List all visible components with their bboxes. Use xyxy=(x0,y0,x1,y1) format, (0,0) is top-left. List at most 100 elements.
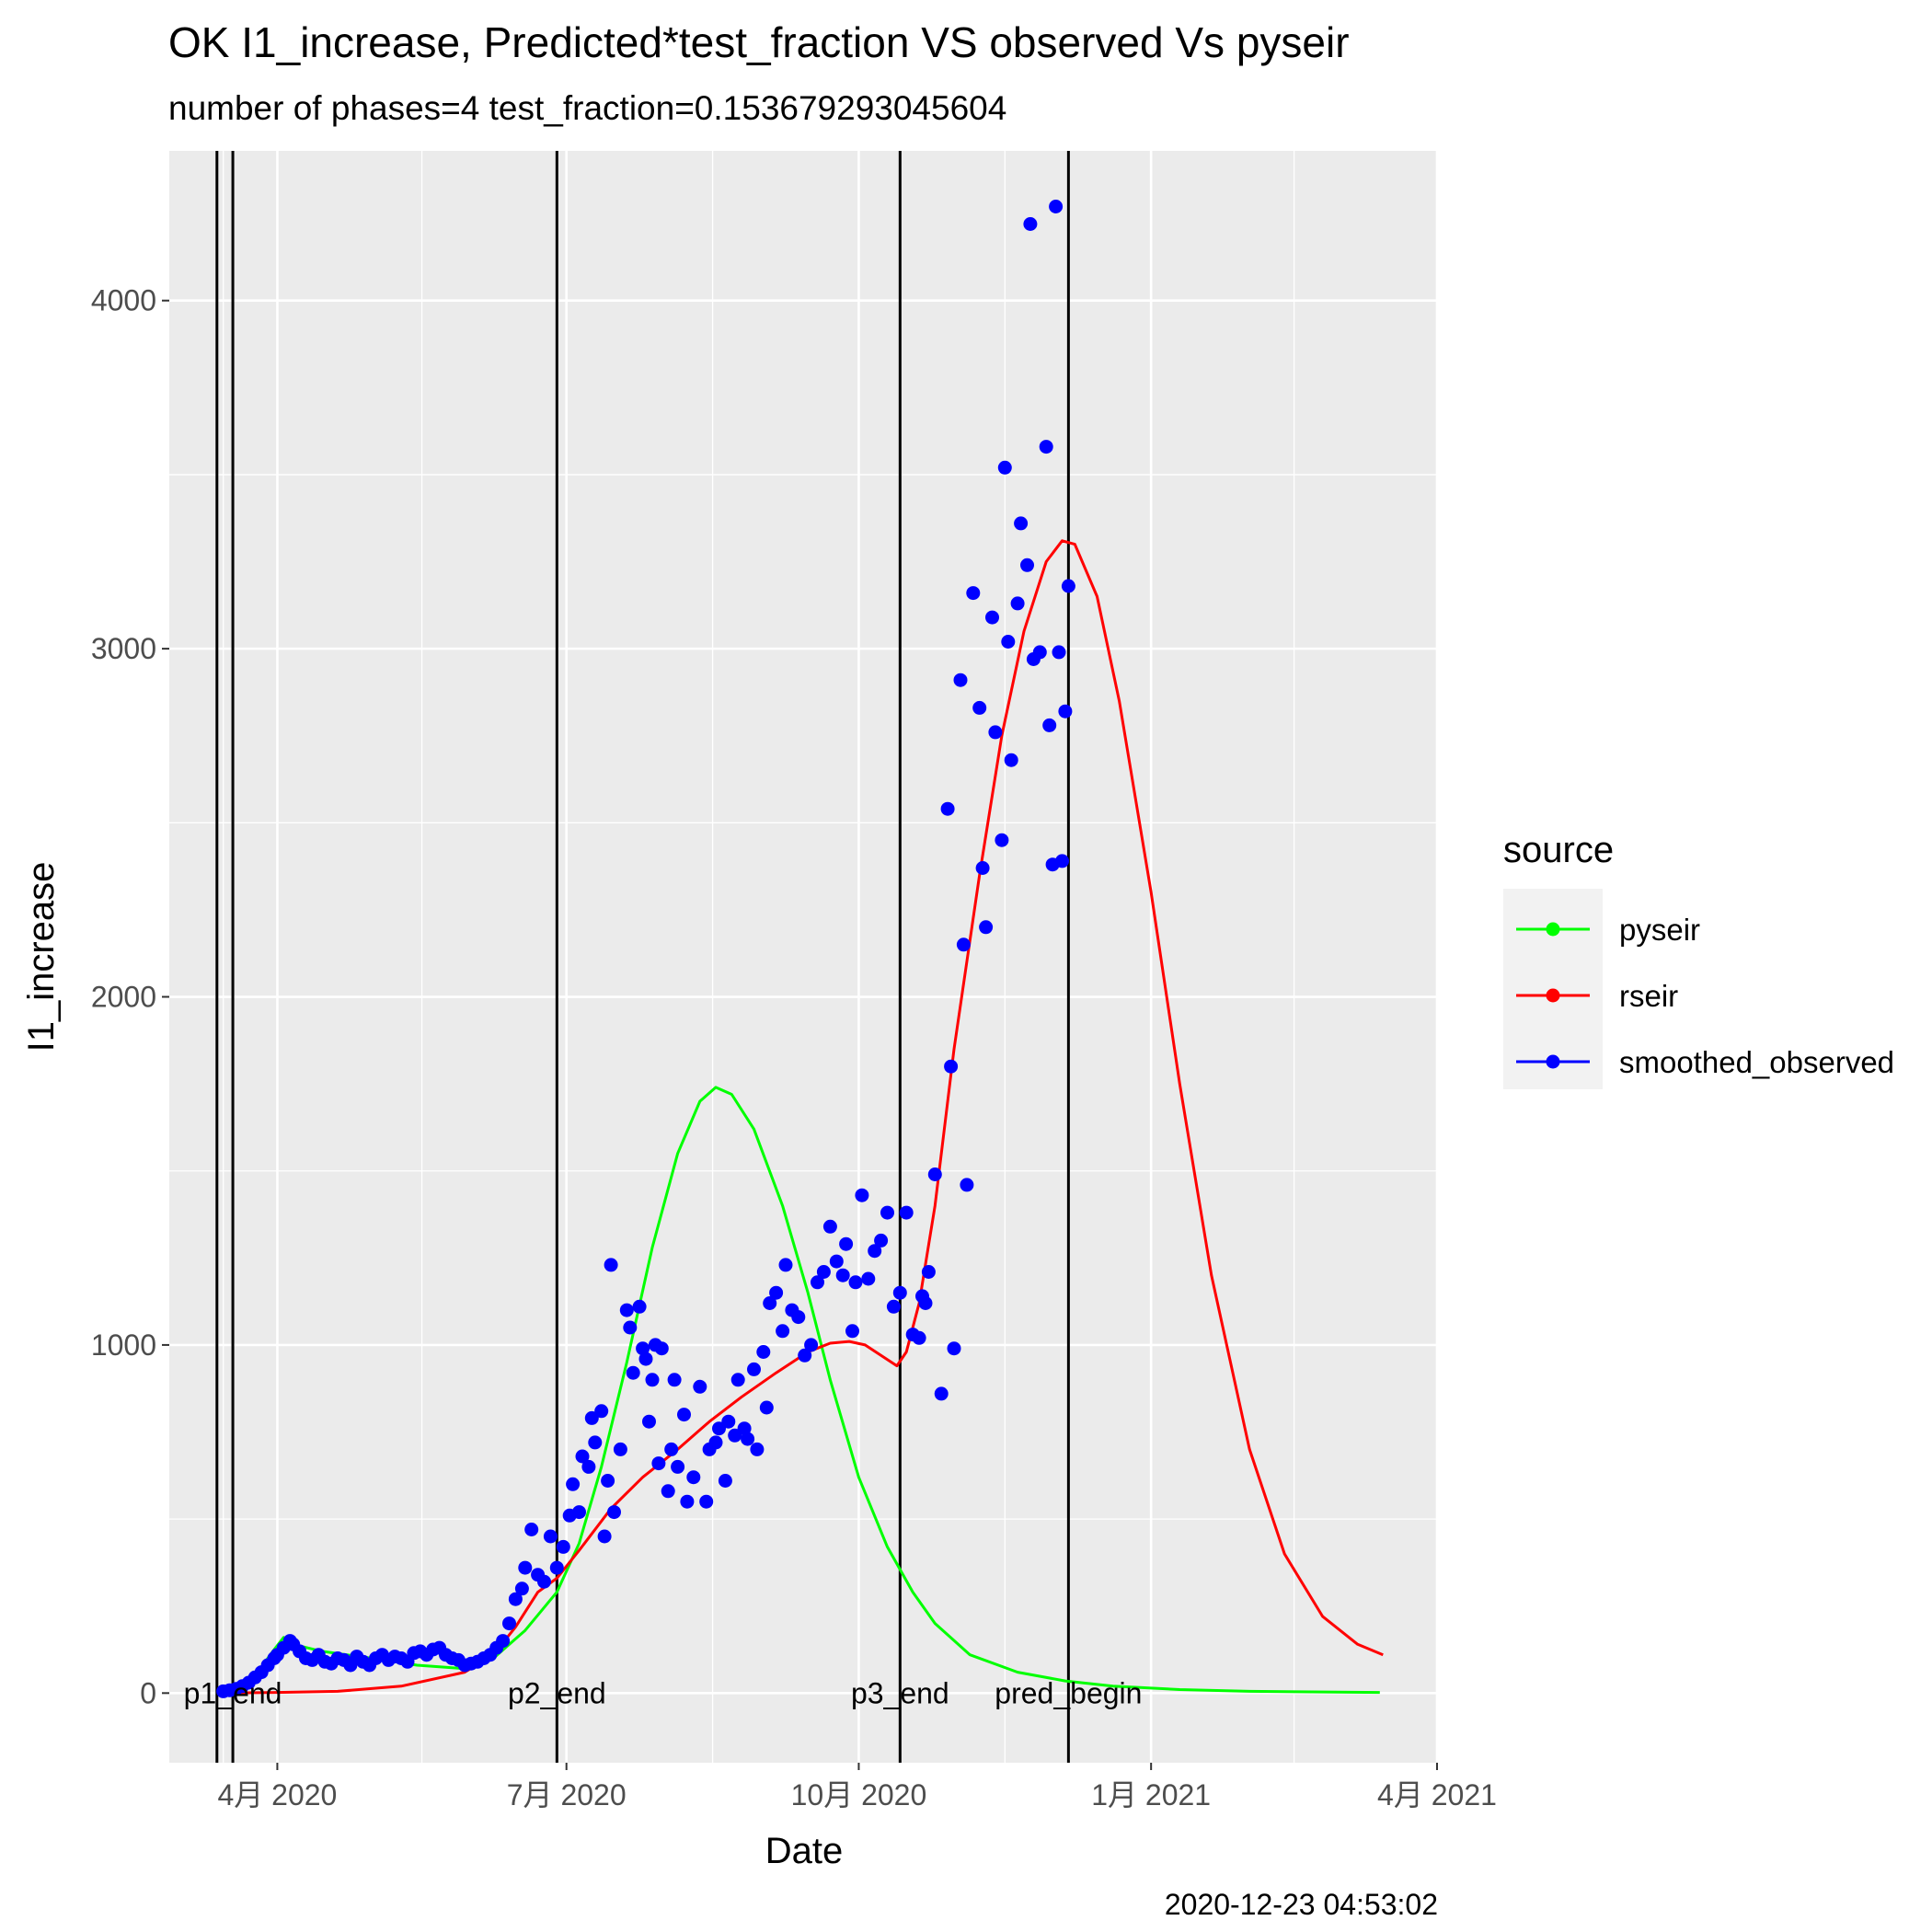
minor-gridlines xyxy=(169,151,1437,1763)
smoothed_observed-point xyxy=(730,1373,745,1387)
x-tick-label: 10月 2020 xyxy=(791,1778,927,1811)
chart-title: OK I1_increase, Predicted*test_fraction … xyxy=(168,18,1350,66)
legend-entries: pyseir rseir smoothed_observed xyxy=(1516,913,1894,1079)
legend-label: rseir xyxy=(1619,979,1678,1013)
legend-label: pyseir xyxy=(1619,913,1700,947)
smoothed_observed-point xyxy=(956,937,971,952)
smoothed_observed-point xyxy=(940,801,955,816)
smoothed_observed-point xyxy=(816,1265,831,1279)
smoothed_observed-point xyxy=(588,1435,603,1450)
smoothed_observed-point xyxy=(613,1442,627,1456)
smoothed_observed-point xyxy=(947,1341,961,1356)
smoothed_observed-point xyxy=(934,1386,949,1401)
smoothed_observed-point xyxy=(654,1341,669,1356)
smoothed_observed-point xyxy=(1010,596,1025,611)
smoothed_observed-point xyxy=(1032,645,1047,660)
smoothed_observed-point xyxy=(502,1616,516,1631)
smoothed_observed-point xyxy=(953,673,968,687)
smoothed_observed-point xyxy=(995,833,1009,847)
rseir-line xyxy=(223,539,1384,1695)
smoothed_observed-point xyxy=(750,1442,765,1456)
smoothed_observed-point xyxy=(619,1303,634,1317)
smoothed_observed-point xyxy=(645,1373,660,1387)
smoothed_observed-point xyxy=(835,1268,850,1282)
smoothed_observed-point xyxy=(880,1205,894,1220)
smoothed_observed-point xyxy=(829,1254,844,1269)
smoothed_observed-point xyxy=(778,1258,793,1272)
smoothed_observed-point xyxy=(918,1296,933,1310)
x-tick-label: 4月 2020 xyxy=(217,1778,337,1811)
smoothed_observed-point xyxy=(712,1421,726,1436)
smoothed_observed-point xyxy=(699,1494,714,1509)
smoothed_observed-point xyxy=(912,1330,926,1345)
chart-subtitle: number of phases=4 test_fraction=0.15367… xyxy=(168,89,1006,127)
smoothed_observed-point xyxy=(1052,645,1066,660)
smoothed_observed-point xyxy=(861,1271,876,1286)
smoothed_observed-point xyxy=(638,1351,653,1366)
smoothed_observed-point xyxy=(1049,200,1064,213)
y-tick-label: 3000 xyxy=(91,632,156,665)
smoothed_observed-point xyxy=(845,1324,859,1339)
smoothed_observed-point xyxy=(686,1470,701,1485)
smoothed_observed-point xyxy=(537,1574,551,1589)
smoothed_observed-point xyxy=(791,1310,806,1325)
smoothed_observed-point xyxy=(496,1634,511,1649)
phase-labels: p1_end p2_end p3_end pred_begin xyxy=(184,1676,1143,1709)
smoothed_observed-point xyxy=(966,586,981,601)
smoothed_observed-point xyxy=(1004,753,1018,767)
smoothed_observed-point xyxy=(811,1275,824,1290)
smoothed_observed-point xyxy=(759,1400,774,1415)
x-tick-label: 1月 2021 xyxy=(1091,1778,1211,1811)
legend: source pyseir rseir smoothed_observed xyxy=(1503,830,1894,1089)
smoothed_observed-point xyxy=(886,1299,901,1314)
smoothed_observed-point xyxy=(756,1345,771,1359)
legend-key-point xyxy=(1546,922,1560,937)
smoothed_observed-point xyxy=(718,1474,732,1488)
smoothed_observed-point xyxy=(776,1324,790,1339)
x-axis: 4月 2020 7月 2020 10月 2020 1月 2021 4月 2021 xyxy=(217,1763,1497,1811)
phase-label: p2_end xyxy=(508,1676,606,1709)
smoothed_observed-point xyxy=(927,1167,942,1181)
y-axis: 0 1000 2000 3000 4000 xyxy=(91,284,169,1709)
smoothed_observed-point xyxy=(671,1459,685,1474)
smoothed_observed-point xyxy=(944,1059,959,1074)
smoothed_observed-point xyxy=(508,1592,523,1606)
y-tick-label: 1000 xyxy=(91,1328,156,1362)
smoothed_observed-point xyxy=(604,1258,618,1272)
smoothed_observed-point xyxy=(972,700,987,715)
smoothed_observed-point xyxy=(747,1362,761,1376)
major-gridlines xyxy=(169,151,1439,1763)
y-axis-title: I1_increase xyxy=(21,862,62,1052)
x-axis-title: Date xyxy=(765,1831,844,1871)
smoothed_observed-point xyxy=(804,1338,819,1352)
y-tick-label: 4000 xyxy=(91,284,156,317)
smoothed_observed-point xyxy=(822,1219,837,1234)
smoothed_observed-point xyxy=(524,1523,539,1536)
smoothed_observed-point xyxy=(677,1408,691,1422)
smoothed_observed-point xyxy=(1023,217,1038,231)
smoothed_observed-point xyxy=(572,1505,586,1520)
smoothed_observed-point xyxy=(584,1410,599,1425)
x-tick-label: 4月 2021 xyxy=(1377,1778,1497,1811)
legend-title: source xyxy=(1503,830,1614,870)
smoothed_observed-point xyxy=(636,1341,650,1356)
phase-label: p3_end xyxy=(851,1676,949,1709)
smoothed_observed-point xyxy=(667,1373,682,1387)
smoothed_observed-point xyxy=(607,1505,621,1520)
smoothed_observed-point xyxy=(632,1299,647,1314)
smoothed_observed-point xyxy=(855,1188,869,1202)
legend-key-point xyxy=(1546,988,1560,1003)
smoothed_observed-point xyxy=(975,861,990,875)
smoothed_observed-point xyxy=(769,1285,784,1300)
smoothed_observed-point xyxy=(556,1539,570,1554)
smoothed_observed-point xyxy=(1039,440,1053,454)
smoothed_observed-point xyxy=(581,1459,596,1474)
smoothed_observed-point xyxy=(514,1581,529,1596)
x-tick-label: 7月 2020 xyxy=(507,1778,627,1811)
plot-panel: p1_end p2_end p3_end pred_begin xyxy=(169,151,1439,1763)
smoothed_observed-point xyxy=(874,1233,889,1248)
y-tick-label: 0 xyxy=(140,1676,156,1709)
smoothed_observed-point xyxy=(664,1442,679,1456)
smoothed_observed-point xyxy=(680,1494,695,1509)
